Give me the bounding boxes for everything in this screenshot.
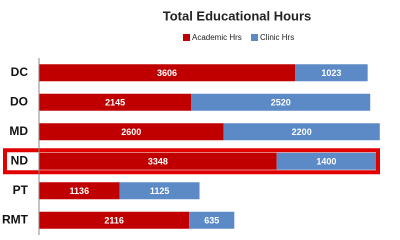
- bar-segment: [39, 123, 224, 141]
- data-label: 3606: [157, 68, 177, 78]
- legend-swatch: [183, 34, 190, 41]
- legend-swatch: [251, 34, 258, 41]
- bar-segment: [39, 211, 190, 229]
- data-label: 2520: [271, 98, 291, 108]
- data-label: 2600: [121, 127, 141, 137]
- y-tick-label: PT: [13, 183, 29, 197]
- data-label: 1125: [150, 186, 170, 196]
- data-label: 1400: [316, 157, 336, 167]
- data-label: 2145: [105, 98, 125, 108]
- data-label: 2200: [292, 127, 312, 137]
- bar-segment: [39, 93, 192, 111]
- bar-segment: [39, 152, 277, 170]
- data-label: 3348: [148, 157, 168, 167]
- chart-title: Total Educational Hours: [163, 8, 312, 23]
- y-tick-label: DO: [10, 94, 28, 108]
- highlight-box: [3, 148, 380, 175]
- bar-segment: [191, 93, 371, 111]
- bar-segment: [189, 211, 235, 229]
- bar-segment: [276, 152, 377, 170]
- data-label: 635: [204, 216, 219, 226]
- bar-segment: [119, 182, 200, 200]
- y-tick-label: RMT: [2, 212, 29, 226]
- bar-segment: [295, 64, 368, 82]
- bar-segment: [39, 64, 296, 82]
- bar-segment: [39, 182, 120, 200]
- legend-label: Academic Hrs: [192, 33, 242, 42]
- data-label: 1023: [321, 68, 341, 78]
- bar-segment: [223, 123, 380, 141]
- data-label: 2116: [104, 216, 124, 226]
- y-tick-label: MD: [9, 124, 28, 138]
- y-tick-label: DC: [11, 65, 29, 79]
- data-label: 1136: [70, 186, 90, 196]
- y-tick-label: ND: [11, 153, 29, 167]
- legend-label: Clinic Hrs: [260, 33, 294, 42]
